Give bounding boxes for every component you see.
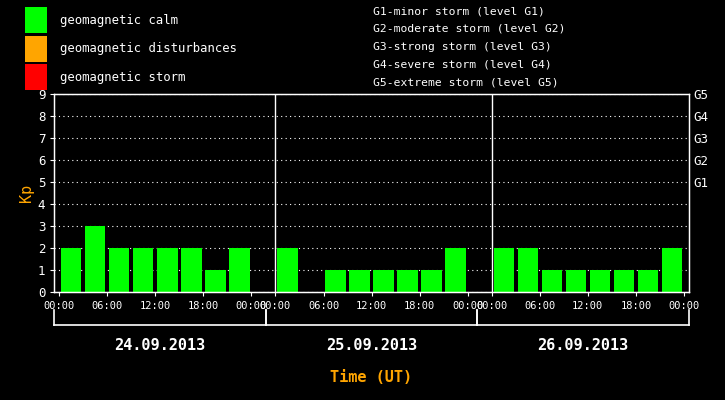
Y-axis label: Kp: Kp <box>19 184 33 202</box>
Text: 25.09.2013: 25.09.2013 <box>326 338 417 354</box>
Bar <box>85 226 105 292</box>
Bar <box>205 270 225 292</box>
Bar <box>542 270 562 292</box>
Bar <box>181 248 202 292</box>
FancyBboxPatch shape <box>25 36 47 62</box>
Text: geomagnetic calm: geomagnetic calm <box>60 14 178 27</box>
Text: G1-minor storm (level G1): G1-minor storm (level G1) <box>373 6 545 16</box>
Bar <box>638 270 658 292</box>
Text: 26.09.2013: 26.09.2013 <box>537 338 629 354</box>
Bar <box>613 270 634 292</box>
Text: G4-severe storm (level G4): G4-severe storm (level G4) <box>373 60 552 70</box>
Bar <box>445 248 466 292</box>
Bar <box>566 270 586 292</box>
Text: geomagnetic disturbances: geomagnetic disturbances <box>60 42 237 55</box>
Bar <box>421 270 442 292</box>
Bar <box>518 248 538 292</box>
Text: G5-extreme storm (level G5): G5-extreme storm (level G5) <box>373 78 559 88</box>
Text: geomagnetic storm: geomagnetic storm <box>60 71 186 84</box>
Bar <box>133 248 154 292</box>
FancyBboxPatch shape <box>25 64 47 90</box>
Bar <box>397 270 418 292</box>
Bar <box>373 270 394 292</box>
Bar <box>494 248 514 292</box>
Bar <box>277 248 298 292</box>
Bar <box>109 248 130 292</box>
Text: Time (UT): Time (UT) <box>331 370 413 386</box>
Bar <box>157 248 178 292</box>
Text: G3-strong storm (level G3): G3-strong storm (level G3) <box>373 42 552 52</box>
Bar <box>229 248 249 292</box>
Text: 24.09.2013: 24.09.2013 <box>115 338 206 354</box>
Bar <box>61 248 81 292</box>
Bar <box>589 270 610 292</box>
Bar <box>326 270 346 292</box>
Text: G2-moderate storm (level G2): G2-moderate storm (level G2) <box>373 24 566 34</box>
Bar <box>662 248 682 292</box>
Bar <box>349 270 370 292</box>
FancyBboxPatch shape <box>25 7 47 33</box>
